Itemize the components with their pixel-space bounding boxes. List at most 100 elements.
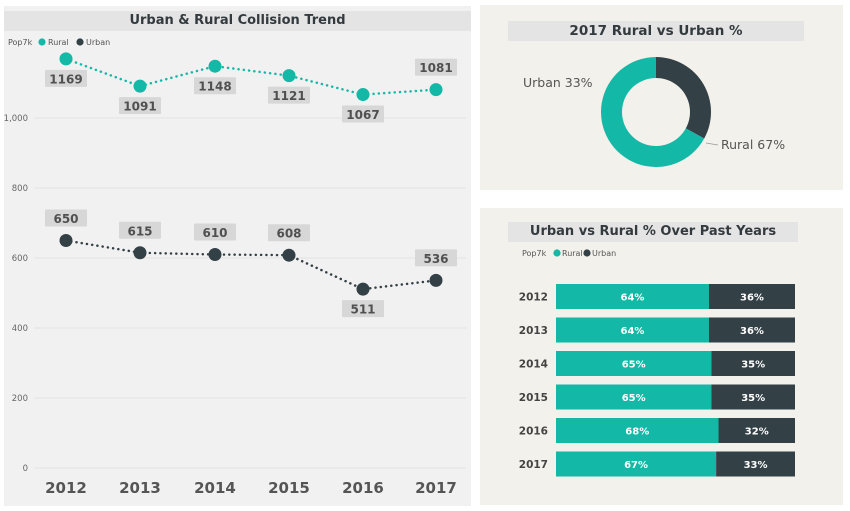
y-tick-label: 200 <box>12 394 28 404</box>
data-label-box <box>342 300 384 318</box>
data-label-box <box>415 249 457 267</box>
data-label: 536 <box>423 252 448 266</box>
data-label-box <box>45 69 87 87</box>
y-tick-label: 1,000 <box>4 114 28 124</box>
bar-label-rural: 68% <box>625 427 649 438</box>
bar-label-urban: 32% <box>745 427 769 438</box>
bar-segment-rural <box>556 284 709 309</box>
data-label: 511 <box>350 303 375 317</box>
x-tick-label: 2017 <box>415 479 457 497</box>
data-point-urban <box>133 246 147 260</box>
legend-title: Pop7k <box>8 38 33 47</box>
bar-segment-urban <box>716 451 795 477</box>
data-point-urban <box>429 273 443 287</box>
bar-segment-rural <box>556 351 712 376</box>
data-label: 615 <box>127 224 152 238</box>
data-label-box <box>45 209 87 227</box>
trend-chart-title: Urban & Rural Collision Trend <box>4 11 471 31</box>
bar-label-urban: 36% <box>740 293 764 304</box>
data-label-box <box>194 223 236 241</box>
legend-label-rural: Rural <box>562 249 583 258</box>
data-label-box <box>415 58 457 76</box>
data-label-box <box>119 221 161 239</box>
data-label-box <box>268 86 310 104</box>
data-label: 1169 <box>49 72 82 86</box>
legend-marker-urban <box>76 38 84 46</box>
series-line-rural <box>64 57 438 96</box>
data-point-rural <box>59 52 73 66</box>
bar-segment-urban <box>718 418 795 443</box>
data-label-box <box>194 77 236 95</box>
category-label: 2015 <box>519 392 548 404</box>
bar-label-urban: 35% <box>741 360 765 371</box>
bar-label-urban: 36% <box>740 326 764 337</box>
data-point-urban <box>208 248 222 261</box>
bar-segment-rural <box>556 418 719 443</box>
donut-leader-rural <box>705 142 719 146</box>
donut-label-rural: Rural 67% <box>721 137 785 152</box>
y-tick-label: 600 <box>12 254 28 264</box>
legend-marker-rural <box>553 249 561 257</box>
donut-label-urban: Urban 33% <box>523 75 593 90</box>
stacked-bar-chart: Pop7k Rural Urban 2012 64% 36% 2013 64% 36% 2014 6… <box>519 249 795 477</box>
data-label: 650 <box>53 212 78 226</box>
data-point-rural <box>429 83 443 97</box>
y-tick-label: 0 <box>23 464 28 474</box>
legend-marker-rural <box>38 38 46 46</box>
category-label: 2013 <box>519 325 548 337</box>
bar-label-urban: 35% <box>741 393 765 404</box>
data-point-urban <box>356 282 370 296</box>
y-tick-label: 400 <box>12 324 28 334</box>
data-label: 1148 <box>198 80 231 94</box>
bar-segment-urban <box>708 317 795 343</box>
data-label: 1121 <box>272 89 305 103</box>
data-label: 610 <box>202 226 227 240</box>
bar-label-rural: 64% <box>621 293 645 304</box>
data-label-box <box>119 97 161 115</box>
x-tick-label: 2016 <box>342 479 384 497</box>
bar-label-rural: 67% <box>624 460 648 471</box>
data-point-rural <box>356 88 370 102</box>
bar-segment-rural <box>556 384 712 410</box>
data-point-rural <box>282 69 296 83</box>
bar-segment-rural <box>556 451 717 477</box>
donut-chart-title: 2017 Rural vs Urban % <box>508 21 804 41</box>
legend-title: Pop7k <box>522 249 547 258</box>
data-point-urban <box>59 234 73 247</box>
bar-label-rural: 65% <box>622 360 646 371</box>
category-label: 2014 <box>519 359 548 371</box>
data-label-box <box>342 105 384 123</box>
category-label: 2017 <box>519 459 548 471</box>
bar-label-urban: 33% <box>744 460 768 471</box>
donut-slice-rural <box>600 57 705 167</box>
x-tick-label: 2015 <box>268 479 310 497</box>
data-point-rural <box>133 79 147 93</box>
data-point-urban <box>282 248 296 262</box>
trend-chart: Pop7k Rural Urban 0 200 400 600 800 1,000 2012 201… <box>4 38 466 497</box>
category-label: 2012 <box>519 292 548 304</box>
data-point-rural <box>208 59 222 73</box>
data-label: 1091 <box>123 100 156 114</box>
x-tick-label: 2014 <box>194 479 236 497</box>
legend-label-urban: Urban <box>592 249 616 258</box>
data-label: 608 <box>276 227 301 241</box>
trend-panel: Urban & Rural Collision Trend Pop7k Rural… <box>4 6 471 506</box>
legend-label-urban: Urban <box>86 38 110 47</box>
legend-marker-urban <box>583 249 591 257</box>
bar-segment-urban <box>711 351 795 376</box>
legend-label-rural: Rural <box>48 38 69 47</box>
data-label-box <box>268 224 310 242</box>
donut-chart: Urban 33% Rural 67% <box>523 57 785 167</box>
x-tick-label: 2012 <box>45 479 87 497</box>
donut-panel: 2017 Rural vs Urban % Urban 33% Rural 67% <box>480 5 843 190</box>
donut-slice-urban <box>656 57 711 139</box>
series-line-urban <box>64 239 438 291</box>
bar-segment-urban <box>711 384 795 410</box>
bar-label-rural: 65% <box>622 393 646 404</box>
stacked-bar-chart-title: Urban vs Rural % Over Past Years <box>508 222 798 242</box>
bar-label-rural: 64% <box>621 326 645 337</box>
bar-segment-rural <box>556 317 709 343</box>
bar-segment-urban <box>708 284 795 309</box>
y-tick-label: 800 <box>12 184 28 194</box>
x-tick-label: 2013 <box>119 479 161 497</box>
